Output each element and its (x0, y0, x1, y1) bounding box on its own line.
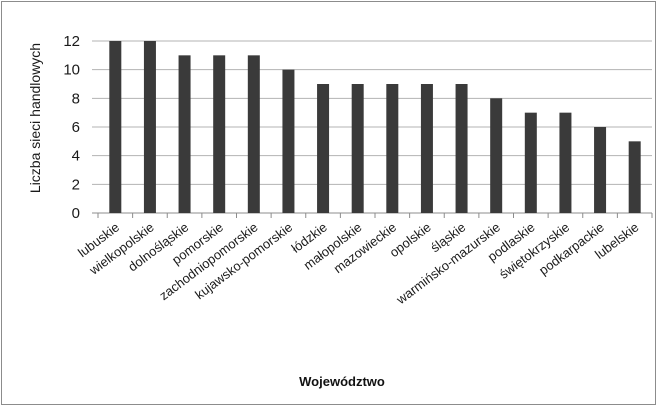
bar-mazowieckie (386, 84, 399, 213)
y-tick-label: 2 (72, 176, 80, 193)
bars (109, 41, 641, 214)
y-tick-label: 6 (72, 119, 80, 136)
bar-świętokrzyskie (559, 112, 572, 213)
bar-kujawsko-pomorskie (282, 69, 295, 214)
bar-warmińsko-mazurskie (490, 98, 503, 213)
bar-pomorskie (213, 55, 226, 214)
bar-opolskie (420, 84, 433, 213)
x-category-labels: lubuskiewielkopolskiedolnośląskiepomorsk… (75, 219, 641, 307)
y-tick-label: 12 (63, 33, 80, 50)
bar-małopolskie (351, 84, 364, 213)
bar-dolnośląskie (178, 55, 191, 214)
bar-podkarpackie (594, 127, 607, 213)
bar-podlaskie (524, 112, 537, 213)
bar-łódzkie (317, 84, 330, 213)
y-tick-labels: 0 2 4 6 8 10 12 (63, 33, 80, 222)
bar-lubuskie (109, 41, 122, 213)
y-axis-title: Liczba sieci handlowych (27, 43, 43, 193)
x-axis-title: Województwo (299, 374, 385, 389)
y-tick-label: 10 (63, 62, 80, 79)
y-tick-label: 8 (72, 90, 80, 107)
bar-zachodniopomorskie (247, 55, 260, 214)
y-tick-label: 0 (72, 205, 80, 222)
bar-śląskie (455, 84, 468, 213)
bar-wielkopolskie (143, 41, 156, 213)
y-tick-label: 4 (72, 148, 80, 165)
bar-lubelskie (628, 141, 641, 213)
